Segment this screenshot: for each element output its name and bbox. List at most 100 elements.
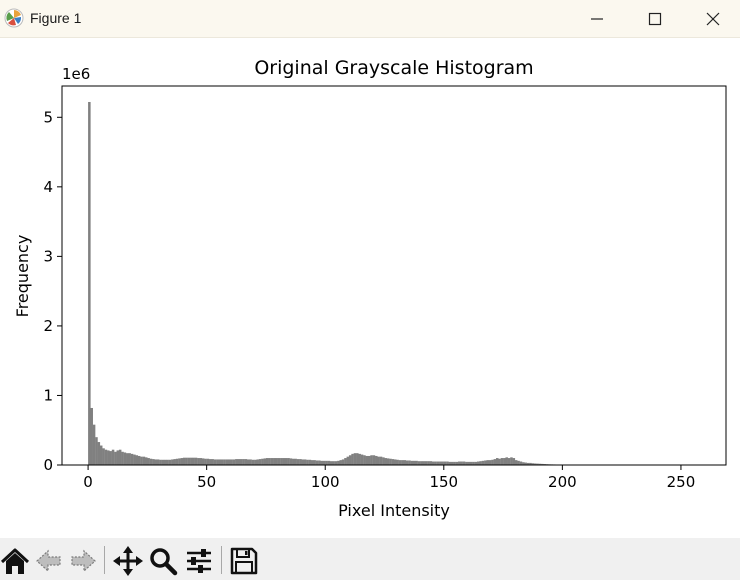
histogram-bar: [121, 451, 124, 465]
chart-title: Original Grayscale Histogram: [254, 57, 533, 79]
save-button[interactable]: [229, 546, 259, 576]
histogram-bar: [308, 459, 312, 465]
histogram-bar: [327, 460, 331, 465]
maximize-button[interactable]: [626, 0, 684, 38]
histogram-bar: [140, 456, 143, 465]
window-titlebar: Figure 1: [0, 0, 740, 38]
histogram-bar: [178, 458, 181, 465]
minimize-button[interactable]: [568, 0, 626, 38]
histogram-bar: [344, 458, 347, 465]
histogram-bar: [538, 463, 542, 465]
axes-frame: [61, 85, 727, 466]
histogram-bar: [339, 460, 342, 465]
histogram-bar: [237, 459, 241, 465]
pan-move-icon: [113, 546, 143, 576]
histogram-bar: [107, 450, 110, 465]
histogram-bar: [467, 461, 471, 465]
histogram-bar: [477, 461, 480, 465]
histogram-bar: [427, 461, 430, 465]
histogram-bar: [306, 459, 309, 465]
histogram-bar: [469, 461, 473, 465]
histogram-bar: [280, 458, 283, 465]
configure-subplots-button[interactable]: [184, 546, 214, 576]
histogram-bar: [232, 459, 236, 465]
histogram-bar: [484, 460, 487, 465]
histogram-bar: [156, 459, 160, 465]
histogram-bar: [391, 459, 395, 465]
y-axis-label: Frequency: [13, 235, 32, 318]
histogram-bar: [462, 461, 466, 465]
x-tick-label: 0: [83, 473, 93, 491]
histogram-bar: [284, 458, 288, 465]
forward-button[interactable]: [68, 546, 98, 576]
back-arrow-icon: [36, 549, 61, 573]
histogram-bar: [351, 453, 354, 465]
histogram-bar: [396, 459, 399, 465]
histogram-bar: [441, 461, 444, 465]
toolbar-separator: [221, 546, 222, 574]
histogram-bar: [358, 453, 361, 465]
histogram-bar: [242, 459, 245, 465]
histogram-bar: [365, 455, 369, 465]
histogram-bar: [533, 463, 537, 465]
x-tick-label: 150: [429, 473, 458, 491]
forward-arrow-icon: [71, 549, 96, 573]
histogram-bar: [92, 424, 96, 465]
histogram-bar: [332, 461, 335, 465]
y-tick-label: 4: [43, 178, 53, 196]
histogram-bar: [90, 407, 93, 465]
histogram-bar: [325, 460, 328, 465]
histogram-bar: [439, 461, 442, 465]
home-button[interactable]: [0, 546, 30, 576]
histogram-bar: [360, 454, 364, 465]
histogram-bar: [488, 460, 492, 465]
histogram-bar: [249, 459, 252, 465]
histogram-bar: [104, 449, 108, 465]
figure-canvas: 0 50 100 150 200 250 0 1 2 3 4 5 Original Grayscal…: [13, 57, 727, 520]
histogram-bar: [173, 459, 176, 465]
histogram-bar: [386, 458, 390, 465]
histogram-bar: [206, 458, 210, 465]
histogram-bar: [175, 458, 179, 465]
histogram-bar: [510, 457, 513, 465]
zoom-button[interactable]: [148, 546, 178, 576]
histogram-bar: [254, 459, 257, 465]
histogram-bar: [526, 462, 530, 465]
histogram-bar: [431, 461, 435, 465]
histogram-bar: [299, 459, 302, 465]
histogram-bar: [486, 460, 490, 465]
histogram-bar: [277, 458, 281, 465]
histogram-bar: [363, 455, 366, 465]
histogram-bar: [95, 437, 98, 465]
x-axis-label: Pixel Intensity: [338, 501, 450, 520]
sliders-icon: [187, 549, 211, 573]
back-button[interactable]: [34, 546, 64, 576]
histogram-bar: [292, 458, 295, 465]
close-button[interactable]: [684, 0, 740, 38]
histogram-bar: [356, 453, 359, 465]
histogram-bar: [341, 459, 345, 465]
histogram-bar: [394, 459, 397, 465]
histogram-bar: [268, 458, 271, 465]
histogram-bar: [311, 460, 314, 465]
pan-button[interactable]: [113, 546, 143, 576]
histogram-bar: [472, 461, 475, 465]
histogram-bar: [367, 455, 371, 465]
histogram-bar: [246, 459, 250, 465]
histogram-bar: [216, 459, 219, 465]
histogram-bar: [128, 453, 131, 465]
x-tick-label: 100: [311, 473, 340, 491]
window-title: Figure 1: [30, 10, 82, 26]
histogram-bar: [318, 460, 321, 465]
histogram-bar: [114, 451, 117, 465]
histogram-bar: [493, 459, 497, 465]
histogram-bar: [273, 458, 276, 465]
histogram-bar: [500, 458, 504, 465]
histogram-bar: [133, 454, 136, 465]
histogram-bar: [379, 456, 383, 465]
save-floppy-icon: [230, 547, 258, 575]
histogram-bar: [149, 458, 153, 465]
histogram-bar: [536, 463, 539, 465]
histogram-bar: [465, 461, 468, 465]
histogram-bar: [204, 458, 207, 465]
